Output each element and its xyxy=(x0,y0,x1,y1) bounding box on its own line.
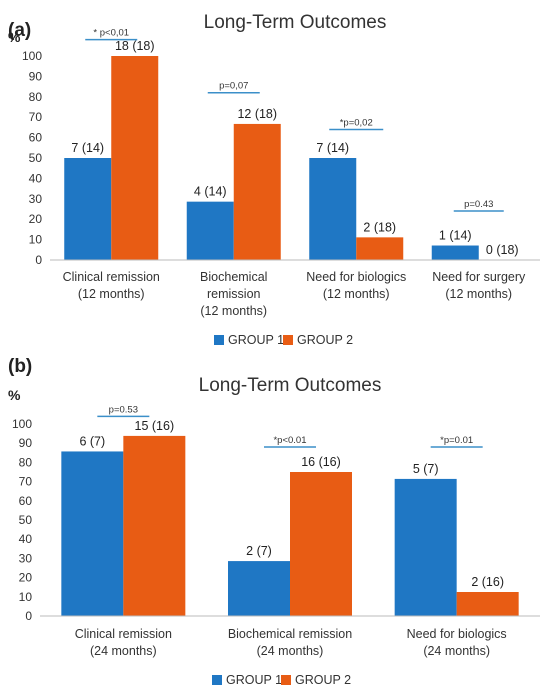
legend-swatch-group2 xyxy=(281,675,291,685)
y-tick-label: 80 xyxy=(29,90,43,104)
y-tick-label: 90 xyxy=(19,436,33,450)
category-label: Clinical remission xyxy=(63,270,160,284)
category-label: (24 months) xyxy=(257,644,324,658)
y-tick-label: 10 xyxy=(19,590,33,604)
bar-group1 xyxy=(186,201,234,260)
category-label: remission xyxy=(207,287,261,301)
legend-swatch-group2 xyxy=(283,335,293,345)
data-label: 5 (7) xyxy=(413,462,439,476)
category-label: Need for biologics xyxy=(306,270,406,284)
p-value-annotation: * p<0,01 xyxy=(93,28,129,39)
y-tick-label: 70 xyxy=(19,475,33,489)
category-label: Biochemical remission xyxy=(228,627,352,641)
category-label: (12 months) xyxy=(200,304,267,318)
p-value-annotation: *p<0.01 xyxy=(273,435,306,446)
y-tick-label: 30 xyxy=(29,192,43,206)
data-label: 7 (14) xyxy=(316,141,349,155)
category-label: Need for biologics xyxy=(407,627,507,641)
data-label: 4 (14) xyxy=(194,185,227,199)
y-tick-label: 100 xyxy=(12,417,32,431)
bar-group2 xyxy=(111,56,159,260)
category-label: (12 months) xyxy=(78,287,145,301)
y-tick-label: 60 xyxy=(19,494,33,508)
y-tick-label: 30 xyxy=(19,551,33,565)
category-label: (12 months) xyxy=(323,287,390,301)
p-value-annotation: p=0,07 xyxy=(219,81,248,92)
bar-group2 xyxy=(356,237,404,260)
data-label: 0 (18) xyxy=(486,243,519,257)
chart-title: Long-Term Outcomes xyxy=(199,375,382,396)
data-label: 1 (14) xyxy=(439,229,472,243)
p-value-annotation: *p=0,02 xyxy=(340,117,373,128)
bar-group2 xyxy=(123,435,186,616)
category-label: (12 months) xyxy=(445,287,512,301)
bar-group2 xyxy=(456,592,519,616)
y-tick-label: 100 xyxy=(22,49,42,63)
data-label: 7 (14) xyxy=(71,141,104,155)
bar-group2 xyxy=(233,123,281,260)
bar-group1 xyxy=(394,478,457,616)
legend-label: GROUP 1 xyxy=(226,673,282,687)
y-tick-label: 40 xyxy=(19,532,33,546)
y-axis-label: % xyxy=(8,387,21,403)
y-tick-label: 0 xyxy=(35,253,42,267)
bar-group1 xyxy=(61,451,124,616)
y-tick-label: 40 xyxy=(29,171,43,185)
y-tick-label: 10 xyxy=(29,233,43,247)
category-label: Biochemical xyxy=(200,270,267,284)
legend-swatch-group1 xyxy=(214,335,224,345)
p-value-annotation: p=0.43 xyxy=(464,199,493,210)
legend-label: GROUP 2 xyxy=(295,673,351,687)
category-label: Clinical remission xyxy=(75,627,172,641)
category-label: Need for surgery xyxy=(432,270,526,284)
chart-title: Long-Term Outcomes xyxy=(204,12,387,33)
bar-group1 xyxy=(431,245,479,260)
data-label: 6 (7) xyxy=(79,434,105,448)
bar-group1 xyxy=(64,158,112,260)
data-label: 12 (18) xyxy=(237,107,277,121)
data-label: 15 (16) xyxy=(135,419,175,433)
y-tick-label: 90 xyxy=(29,69,43,83)
data-label: 18 (18) xyxy=(115,39,155,53)
y-tick-label: 60 xyxy=(29,131,43,145)
legend-label: GROUP 1 xyxy=(228,333,284,347)
y-tick-label: 70 xyxy=(29,110,43,124)
legend-label: GROUP 2 xyxy=(297,333,353,347)
bar-group1 xyxy=(228,561,290,616)
data-label: 2 (16) xyxy=(471,575,504,589)
panel-label: (b) xyxy=(8,356,32,377)
p-value-annotation: p=0.53 xyxy=(109,404,138,415)
y-tick-label: 50 xyxy=(19,513,33,527)
category-label: (24 months) xyxy=(90,644,157,658)
y-tick-label: 80 xyxy=(19,455,33,469)
data-label: 16 (16) xyxy=(301,455,341,469)
data-label: 2 (7) xyxy=(246,544,272,558)
y-tick-label: 0 xyxy=(25,609,32,623)
y-tick-label: 20 xyxy=(19,571,33,585)
data-label: 2 (18) xyxy=(363,220,396,234)
legend-swatch-group1 xyxy=(212,675,222,685)
y-tick-label: 50 xyxy=(29,151,43,165)
category-label: (24 months) xyxy=(423,644,490,658)
panel-label: (a) xyxy=(8,20,31,41)
bar-group1 xyxy=(309,158,357,260)
p-value-annotation: *p=0.01 xyxy=(440,435,473,446)
y-tick-label: 20 xyxy=(29,212,43,226)
y-axis-label: % xyxy=(8,29,21,45)
bar-group2 xyxy=(290,472,352,616)
